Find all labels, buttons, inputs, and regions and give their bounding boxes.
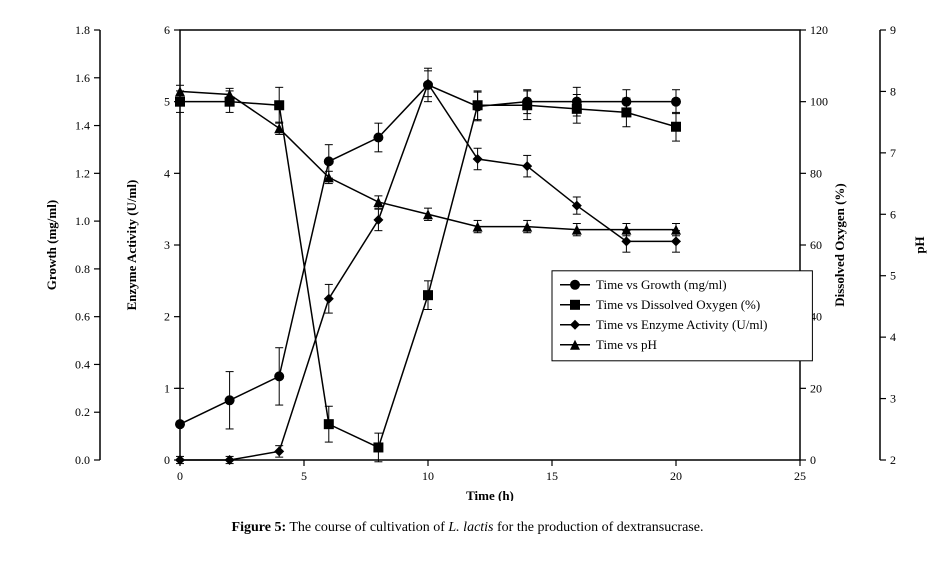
- svg-text:0.4: 0.4: [75, 357, 90, 371]
- svg-text:3: 3: [164, 238, 170, 252]
- svg-text:8: 8: [890, 84, 896, 98]
- svg-text:60: 60: [810, 238, 822, 252]
- svg-text:5: 5: [301, 469, 307, 483]
- caption-after: for the production of dextransucrase.: [494, 520, 704, 535]
- svg-text:Time vs Growth (mg/ml): Time vs Growth (mg/ml): [596, 277, 727, 292]
- chart-svg: 0510152025Time (h)0.00.20.40.60.81.01.21…: [0, 0, 935, 501]
- svg-text:120: 120: [810, 23, 828, 37]
- svg-text:pH: pH: [912, 236, 927, 253]
- svg-text:0.8: 0.8: [75, 262, 90, 276]
- svg-text:1.8: 1.8: [75, 23, 90, 37]
- svg-text:0: 0: [810, 453, 816, 467]
- svg-text:Growth (mg/ml): Growth (mg/ml): [44, 200, 59, 290]
- svg-text:20: 20: [670, 469, 682, 483]
- svg-text:Time vs pH: Time vs pH: [596, 337, 657, 352]
- figure-caption: Figure 5: The course of cultivation of L…: [0, 520, 935, 536]
- svg-text:1.6: 1.6: [75, 71, 90, 85]
- svg-text:2: 2: [164, 310, 170, 324]
- figure-root: 0510152025Time (h)0.00.20.40.60.81.01.21…: [0, 0, 935, 561]
- svg-text:6: 6: [890, 207, 896, 221]
- svg-text:9: 9: [890, 23, 896, 37]
- svg-text:100: 100: [810, 95, 828, 109]
- svg-text:1.0: 1.0: [75, 214, 90, 228]
- svg-text:80: 80: [810, 166, 822, 180]
- svg-text:Dissolved Oxygen (%): Dissolved Oxygen (%): [832, 183, 847, 307]
- svg-text:6: 6: [164, 23, 170, 37]
- svg-text:5: 5: [164, 95, 170, 109]
- svg-text:0.6: 0.6: [75, 310, 90, 324]
- svg-text:1.2: 1.2: [75, 166, 90, 180]
- svg-text:2: 2: [890, 453, 896, 467]
- svg-text:15: 15: [546, 469, 558, 483]
- svg-text:1.4: 1.4: [75, 119, 90, 133]
- svg-text:20: 20: [810, 381, 822, 395]
- caption-prefix: Figure 5:: [232, 520, 287, 535]
- svg-text:5: 5: [890, 269, 896, 283]
- svg-text:Time vs Enzyme Activity (U/ml): Time vs Enzyme Activity (U/ml): [596, 317, 767, 332]
- svg-text:Time (h): Time (h): [466, 488, 514, 501]
- caption-italic: L. lactis: [448, 520, 493, 535]
- svg-text:7: 7: [890, 146, 896, 160]
- svg-text:3: 3: [890, 392, 896, 406]
- svg-text:Enzyme Activity (U/ml): Enzyme Activity (U/ml): [124, 180, 139, 311]
- svg-text:25: 25: [794, 469, 806, 483]
- svg-text:0: 0: [164, 453, 170, 467]
- svg-text:0: 0: [177, 469, 183, 483]
- svg-text:10: 10: [422, 469, 434, 483]
- svg-text:0.2: 0.2: [75, 405, 90, 419]
- svg-text:4: 4: [164, 166, 170, 180]
- svg-text:0.0: 0.0: [75, 453, 90, 467]
- svg-text:4: 4: [890, 330, 896, 344]
- svg-text:Time vs Dissolved Oxygen (%): Time vs Dissolved Oxygen (%): [596, 297, 760, 312]
- caption-before: The course of cultivation of: [286, 520, 448, 535]
- chart-plot: 0510152025Time (h)0.00.20.40.60.81.01.21…: [0, 0, 935, 501]
- svg-text:1: 1: [164, 381, 170, 395]
